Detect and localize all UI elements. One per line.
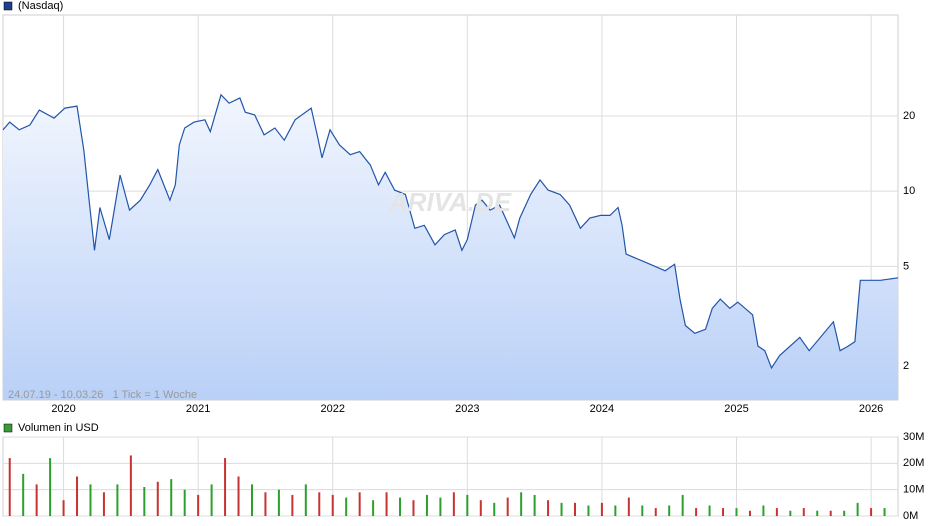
volume-bar — [493, 502, 496, 516]
volume-bar — [681, 494, 684, 516]
volume-bar — [829, 510, 832, 516]
volume-bar — [197, 494, 200, 516]
volume-bar — [600, 502, 603, 516]
volume-bar — [170, 479, 173, 516]
volume-bar — [654, 508, 657, 516]
volume-bar — [385, 492, 388, 516]
x-tick-label: 2022 — [320, 403, 344, 415]
volume-bar — [466, 494, 469, 516]
volume-bar — [102, 492, 105, 516]
volume-bar — [735, 508, 738, 516]
volume-bar — [802, 508, 805, 516]
y-tick-label: 20M — [903, 457, 924, 469]
volume-bar — [318, 492, 321, 516]
x-tick-label: 2021 — [186, 403, 210, 415]
legend-swatch — [3, 1, 13, 11]
volume-bar — [587, 505, 590, 516]
y-tick-label: 30M — [903, 431, 924, 443]
volume-bar — [520, 492, 523, 516]
volume-bar — [547, 500, 550, 516]
volume-bar — [789, 510, 792, 516]
x-tick-label: 2025 — [724, 403, 748, 415]
volume-bar — [533, 494, 536, 516]
volume-bar — [304, 484, 307, 516]
volume-bar — [8, 458, 11, 516]
volume-bar — [358, 492, 361, 516]
volume-bar — [762, 505, 765, 516]
volume-bar — [560, 502, 563, 516]
volume-bar — [439, 497, 442, 516]
volume-bar — [129, 455, 132, 516]
y-tick-label: 10M — [903, 484, 924, 496]
price-area — [3, 94, 898, 401]
x-tick-label: 2026 — [859, 403, 883, 415]
volume-bar — [264, 492, 267, 516]
volume-bar — [816, 510, 819, 516]
volume-bar — [748, 510, 751, 516]
volume-bar — [143, 487, 146, 516]
volume-bar — [156, 481, 159, 516]
volume-bar — [399, 497, 402, 516]
volume-bar — [49, 458, 52, 516]
volume-bar — [62, 500, 65, 516]
y-tick-label: 10 — [903, 185, 915, 197]
volume-bar — [224, 458, 227, 516]
volume-bar — [116, 484, 119, 516]
volume-bar — [345, 497, 348, 516]
volume-bar — [183, 489, 186, 516]
volume-bar — [89, 484, 92, 516]
legend-swatch — [3, 423, 13, 433]
volume-bar — [668, 505, 671, 516]
volume-bar — [331, 494, 334, 516]
x-tick-label: 2023 — [455, 403, 479, 415]
volume-plot — [2, 436, 899, 517]
volume-bar — [250, 484, 253, 516]
volume-bar — [291, 494, 294, 516]
watermark: ARIVA.DE — [388, 187, 512, 217]
volume-bar — [695, 508, 698, 516]
price-line — [2, 93, 899, 370]
y-tick-label: 0M — [903, 510, 918, 522]
volume-bar — [843, 510, 846, 516]
volume-bar — [614, 505, 617, 516]
volume-bar — [237, 476, 240, 516]
volume-bar — [870, 508, 873, 516]
legend-label: (Nasdaq) — [18, 0, 63, 12]
volume-bar — [76, 476, 79, 516]
volume-bar — [277, 489, 280, 516]
date-range-note: 24.07.19 - 10.03.26 1 Tick = 1 Woche — [8, 389, 197, 401]
volume-bar — [506, 497, 509, 516]
volume-bar — [627, 497, 630, 516]
volume-bar — [479, 500, 482, 516]
volume-bar — [425, 494, 428, 516]
y-tick-label: 20 — [903, 110, 915, 122]
volume-bar — [883, 508, 886, 516]
y-tick-label: 5 — [903, 260, 909, 272]
y-tick-label: 2 — [903, 360, 909, 372]
volume-bar — [708, 505, 711, 516]
volume-bar — [412, 500, 415, 516]
volume-bar — [722, 508, 725, 516]
volume-bar — [573, 502, 576, 516]
x-tick-label: 2024 — [590, 403, 614, 415]
legend-label: Volumen in USD — [18, 422, 99, 434]
volume-bar — [372, 500, 375, 516]
volume-bar — [641, 505, 644, 516]
volume-bar — [210, 484, 213, 516]
x-tick-label: 2020 — [51, 403, 75, 415]
volume-bar — [775, 508, 778, 516]
volume-bar — [22, 473, 25, 516]
volume-bar — [35, 484, 38, 516]
volume-bar — [452, 492, 455, 516]
volume-bar — [856, 502, 859, 516]
